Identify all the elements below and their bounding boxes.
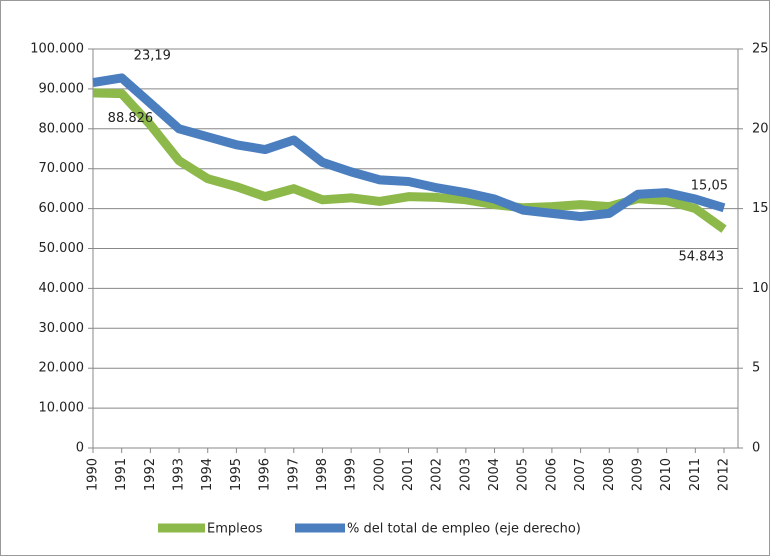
x-tick-label: 1998 bbox=[315, 458, 330, 491]
y-tick-label: 20.000 bbox=[39, 361, 85, 376]
x-tick-label: 1991 bbox=[114, 458, 129, 491]
y2-tick-label: 20 bbox=[752, 121, 769, 136]
data-label: 88.826 bbox=[108, 111, 154, 126]
x-tick-label: 2008 bbox=[602, 458, 617, 491]
y-tick-label: 80.000 bbox=[39, 121, 85, 136]
x-tick-label: 1992 bbox=[143, 458, 158, 491]
data-label: 54.843 bbox=[679, 250, 725, 265]
y2-tick-label: 0 bbox=[752, 441, 760, 456]
data-label: 23,19 bbox=[134, 48, 171, 63]
legend-label: % del total de empleo (eje derecho) bbox=[347, 522, 581, 537]
x-tick-label: 1990 bbox=[86, 458, 101, 491]
y-tick-label: 30.000 bbox=[39, 321, 85, 336]
x-tick-label: 1999 bbox=[344, 458, 359, 491]
x-tick-label: 1993 bbox=[172, 458, 187, 491]
x-tick-label: 1997 bbox=[286, 458, 301, 491]
x-tick-label: 2004 bbox=[487, 458, 502, 491]
x-tick-label: 2003 bbox=[458, 458, 473, 491]
x-tick-label: 2002 bbox=[430, 458, 445, 491]
x-tick-label: 1995 bbox=[229, 458, 244, 491]
legend-label: Empleos bbox=[207, 522, 263, 537]
series-line bbox=[92, 73, 726, 222]
y2-tick-label: 5 bbox=[752, 361, 760, 376]
y2-tick-label: 10 bbox=[752, 281, 769, 296]
y-tick-label: 50.000 bbox=[39, 241, 85, 256]
x-tick-label: 2000 bbox=[372, 458, 387, 491]
x-tick-label: 2011 bbox=[688, 458, 703, 491]
y-tick-label: 100.000 bbox=[30, 42, 84, 57]
y2-tick-label: 25 bbox=[752, 42, 769, 57]
y-tick-label: 40.000 bbox=[39, 281, 85, 296]
x-tick-label: 1996 bbox=[258, 458, 273, 491]
y-tick-label: 0 bbox=[76, 441, 84, 456]
data-label: 15,05 bbox=[691, 178, 728, 193]
y2-tick-label: 15 bbox=[752, 201, 769, 216]
x-tick-label: 2010 bbox=[659, 458, 674, 491]
y-tick-label: 10.000 bbox=[39, 401, 85, 416]
x-tick-label: 2001 bbox=[401, 458, 416, 491]
x-tick-label: 2012 bbox=[717, 458, 732, 491]
y-tick-label: 70.000 bbox=[39, 161, 85, 176]
y-tick-label: 90.000 bbox=[39, 81, 85, 96]
x-tick-label: 2005 bbox=[516, 458, 531, 491]
x-tick-label: 2006 bbox=[544, 458, 559, 491]
x-tick-label: 2007 bbox=[573, 458, 588, 491]
x-tick-label: 2009 bbox=[630, 458, 645, 491]
y-tick-label: 60.000 bbox=[39, 201, 85, 216]
x-tick-label: 1994 bbox=[200, 458, 215, 491]
